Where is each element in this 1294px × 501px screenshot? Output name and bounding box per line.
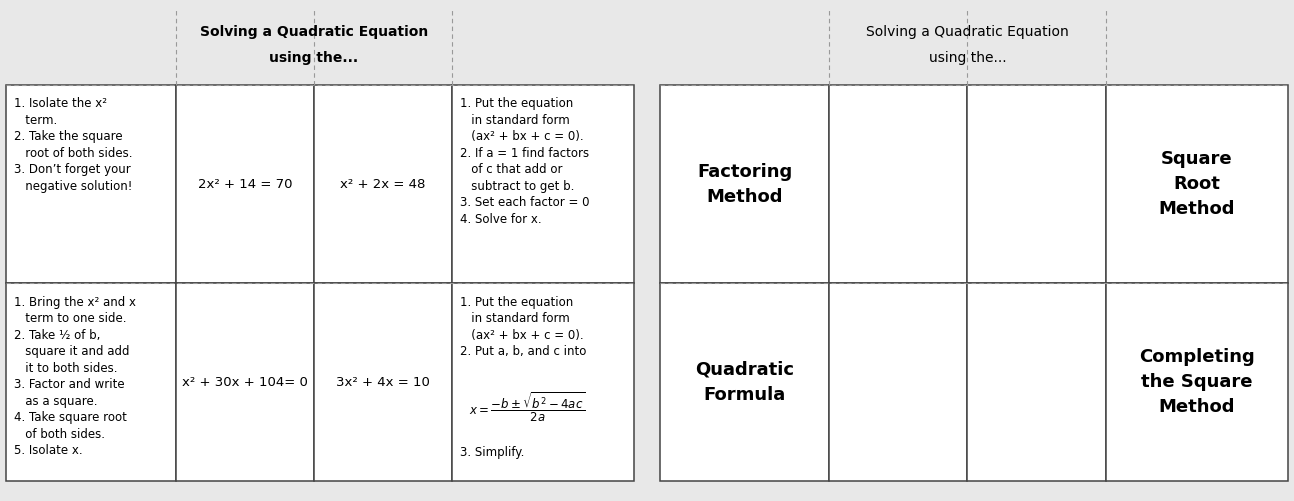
Bar <box>829 85 968 284</box>
Bar <box>314 85 452 284</box>
Bar <box>6 85 176 284</box>
Bar <box>829 284 968 481</box>
Bar <box>176 85 314 284</box>
Text: Square
Root
Method: Square Root Method <box>1158 150 1234 218</box>
Bar <box>1105 85 1288 284</box>
Bar <box>452 284 634 481</box>
Text: Completing
the Square
Method: Completing the Square Method <box>1139 348 1254 416</box>
Text: Factoring
Method: Factoring Method <box>697 163 792 206</box>
Text: 2x² + 14 = 70: 2x² + 14 = 70 <box>198 178 292 191</box>
Text: x² + 2x = 48: x² + 2x = 48 <box>340 178 426 191</box>
Bar <box>452 85 634 284</box>
Bar <box>660 284 829 481</box>
Bar <box>176 284 314 481</box>
Bar <box>660 85 829 284</box>
Bar <box>6 284 176 481</box>
Text: 1. Put the equation
   in standard form
   (ax² + bx + c = 0).
2. If a = 1 find : 1. Put the equation in standard form (ax… <box>459 98 589 226</box>
Bar <box>314 284 452 481</box>
Bar <box>968 284 1105 481</box>
Text: Quadratic
Formula: Quadratic Formula <box>695 361 795 404</box>
Text: $x = \dfrac{-b\pm\sqrt{b^2-4ac}}{2a}$: $x = \dfrac{-b\pm\sqrt{b^2-4ac}}{2a}$ <box>468 390 585 424</box>
Text: Solving a Quadratic Equation: Solving a Quadratic Equation <box>199 25 428 39</box>
Text: 3. Simplify.: 3. Simplify. <box>459 446 524 459</box>
Text: using the...: using the... <box>929 51 1007 65</box>
Text: Solving a Quadratic Equation: Solving a Quadratic Equation <box>866 25 1069 39</box>
Text: x² + 30x + 104= 0: x² + 30x + 104= 0 <box>182 376 308 389</box>
Bar <box>1105 284 1288 481</box>
Text: 3x² + 4x = 10: 3x² + 4x = 10 <box>336 376 430 389</box>
Text: 1. Put the equation
   in standard form
   (ax² + bx + c = 0).
2. Put a, b, and : 1. Put the equation in standard form (ax… <box>459 296 586 358</box>
Bar <box>968 85 1105 284</box>
Text: using the...: using the... <box>269 51 358 65</box>
Text: 1. Bring the x² and x
   term to one side.
2. Take ½ of b,
   square it and add
: 1. Bring the x² and x term to one side. … <box>14 296 136 457</box>
Text: 1. Isolate the x²
   term.
2. Take the square
   root of both sides.
3. Don’t fo: 1. Isolate the x² term. 2. Take the squa… <box>14 98 132 193</box>
